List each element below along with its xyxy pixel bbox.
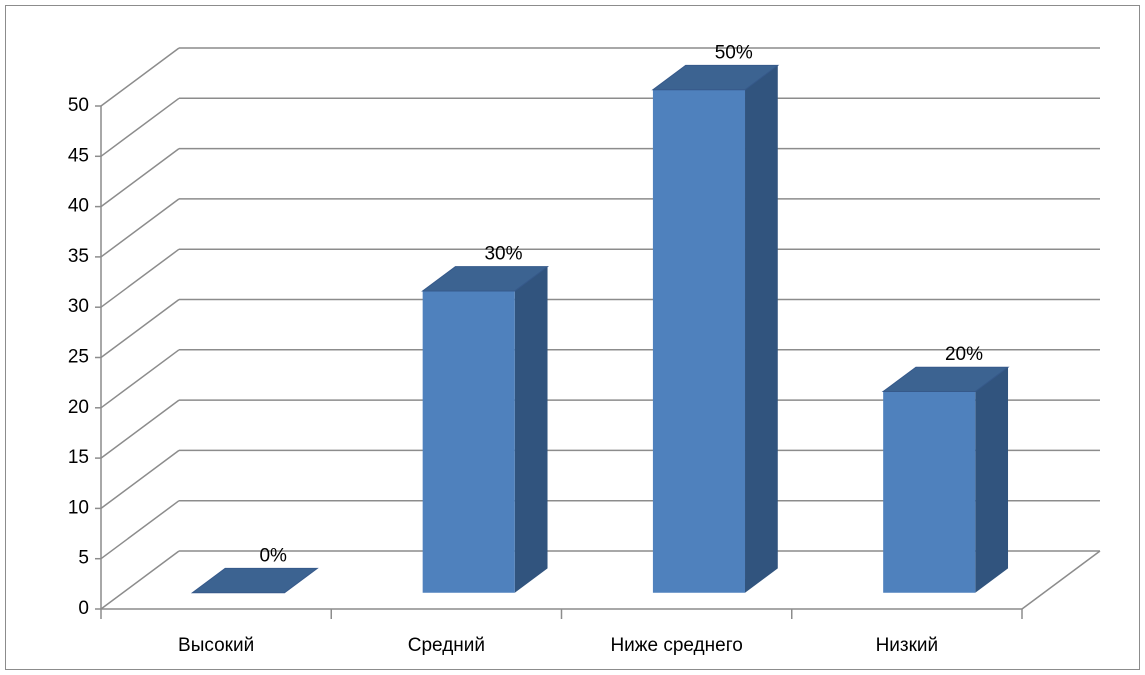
y-tick-label: 0 xyxy=(78,598,89,619)
y-tick-label: 50 xyxy=(68,95,89,116)
grid-line xyxy=(100,349,180,409)
y-tick-label: 40 xyxy=(68,196,89,217)
bar-top xyxy=(190,567,319,594)
value-label: 0% xyxy=(259,545,287,566)
grid-line xyxy=(100,550,180,610)
bar-side xyxy=(745,65,778,593)
y-tick-label: 5 xyxy=(78,548,89,569)
grid-line xyxy=(100,449,180,510)
grid-line xyxy=(100,147,180,208)
value-label: 30% xyxy=(484,244,522,265)
y-tick-label: 15 xyxy=(68,447,89,468)
x-tick-label: Средний xyxy=(408,635,485,656)
y-tick-label: 25 xyxy=(68,347,89,368)
x-tick-label: Высокий xyxy=(178,635,254,656)
x-tick-label: Ниже среднего xyxy=(610,635,742,656)
y-tick-label: 30 xyxy=(68,296,89,317)
bar-front xyxy=(422,290,515,593)
bar-front xyxy=(883,391,976,593)
grid-line xyxy=(100,47,180,107)
x-tick-label: Низкий xyxy=(876,635,939,656)
grid-line xyxy=(100,198,180,258)
value-label: 20% xyxy=(945,344,983,365)
grid-line xyxy=(100,248,180,308)
bar-top xyxy=(651,64,780,91)
bar-side xyxy=(514,266,548,593)
bar-side xyxy=(975,367,1009,593)
grid-line xyxy=(100,500,180,560)
bar-top xyxy=(881,366,1010,393)
bar-top xyxy=(421,266,550,292)
floor-edge xyxy=(1021,550,1101,610)
y-tick-label: 20 xyxy=(68,397,89,418)
bar-front xyxy=(652,89,746,593)
y-tick-label: 10 xyxy=(68,497,89,518)
grid-line xyxy=(100,97,180,157)
grid-line xyxy=(100,298,180,359)
grid-line xyxy=(100,399,180,459)
value-label: 50% xyxy=(715,42,753,63)
y-tick-label: 35 xyxy=(68,246,89,267)
y-tick-label: 45 xyxy=(68,145,89,166)
